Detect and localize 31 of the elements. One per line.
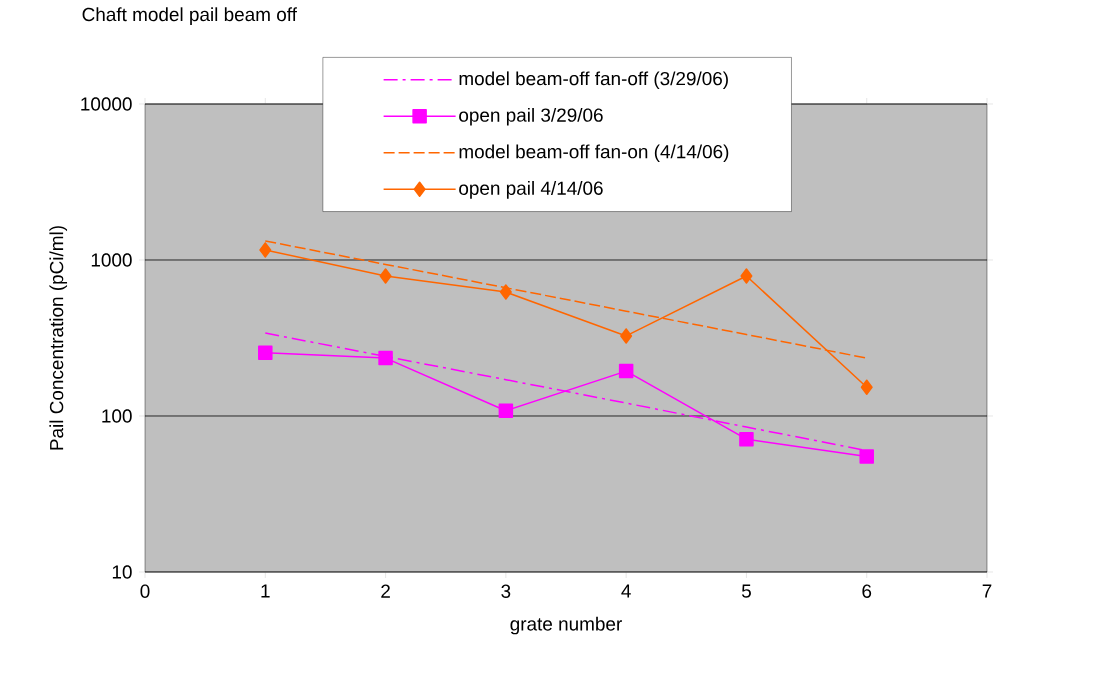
point bbox=[499, 284, 512, 300]
point bbox=[258, 345, 273, 361]
legend-label: model beam-off fan-off (3/29/06) bbox=[459, 71, 728, 90]
legend-label: open pail 3/29/06 bbox=[459, 107, 603, 126]
legend-label: open pail 4/14/06 bbox=[459, 181, 603, 199]
y-tick-label: 10 bbox=[112, 565, 132, 579]
point bbox=[739, 431, 754, 447]
x-tick-label: 4 bbox=[621, 584, 631, 598]
x-tick-label: 2 bbox=[381, 584, 390, 598]
x-tick-label: 7 bbox=[982, 584, 992, 598]
y-axis-title: Pail Concentration (pCi/ml) bbox=[49, 226, 68, 450]
point bbox=[859, 449, 874, 464]
x-axis-title: grate number bbox=[510, 616, 622, 635]
y-tick-label: 100 bbox=[102, 409, 132, 423]
legend-label: model beam-off fan-on (4/14/06) bbox=[459, 144, 729, 163]
y-tick-label: 10000 bbox=[81, 97, 132, 111]
x-tick-label: 5 bbox=[741, 584, 751, 598]
x-tick-label: 3 bbox=[501, 584, 511, 598]
chart-title: Chaft model pail beam off bbox=[82, 7, 297, 25]
x-tick-label: 6 bbox=[862, 584, 872, 598]
point bbox=[860, 379, 873, 395]
point bbox=[259, 242, 272, 258]
point bbox=[378, 350, 393, 366]
x-tick-label: 0 bbox=[140, 584, 150, 598]
point bbox=[618, 363, 634, 379]
point bbox=[740, 268, 753, 284]
point bbox=[379, 268, 392, 284]
point bbox=[498, 403, 514, 419]
point bbox=[620, 328, 633, 344]
x-tick-label: 1 bbox=[261, 584, 270, 598]
y-tick-label: 1000 bbox=[91, 253, 132, 267]
